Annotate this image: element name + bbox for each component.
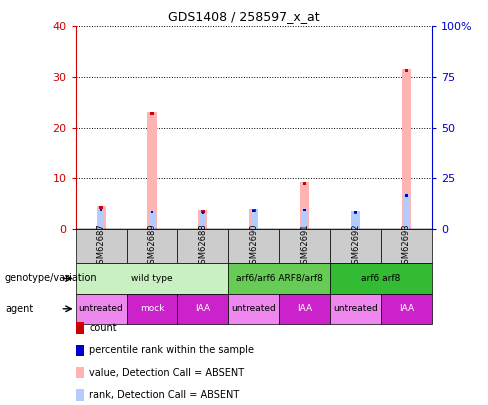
Bar	[228, 263, 330, 294]
Bar	[354, 211, 357, 213]
Bar	[252, 210, 255, 212]
Bar	[98, 209, 104, 229]
Bar	[251, 210, 257, 229]
Text: IAA: IAA	[195, 304, 210, 313]
Text: count: count	[89, 323, 117, 333]
Bar	[150, 112, 154, 115]
Text: GSM62690: GSM62690	[249, 223, 258, 269]
Bar	[330, 263, 432, 294]
Text: agent: agent	[5, 304, 33, 314]
Bar	[351, 211, 360, 229]
Bar	[99, 206, 103, 209]
Bar	[228, 294, 279, 324]
Text: wild type: wild type	[131, 274, 173, 283]
Text: GSM62691: GSM62691	[300, 223, 309, 269]
Bar	[405, 194, 407, 197]
Bar	[302, 209, 308, 229]
Text: untreated: untreated	[333, 304, 378, 313]
Text: GSM62688: GSM62688	[198, 223, 207, 269]
Text: percentile rank within the sample: percentile rank within the sample	[89, 345, 254, 355]
Text: rank, Detection Call = ABSENT: rank, Detection Call = ABSENT	[89, 390, 240, 400]
Bar	[354, 211, 357, 214]
Bar	[149, 211, 155, 229]
Text: GSM62693: GSM62693	[402, 223, 411, 269]
Bar	[97, 206, 106, 229]
Bar	[178, 294, 228, 324]
Text: IAA: IAA	[297, 304, 312, 313]
Text: GDS1408 / 258597_x_at: GDS1408 / 258597_x_at	[168, 10, 320, 23]
Bar	[352, 211, 359, 229]
Text: arf6 arf8: arf6 arf8	[361, 274, 401, 283]
Bar	[198, 210, 207, 229]
Bar	[279, 229, 330, 263]
Bar	[303, 182, 306, 185]
Bar	[126, 229, 178, 263]
Bar	[202, 211, 204, 214]
Bar	[381, 294, 432, 324]
Bar	[304, 209, 306, 211]
Bar	[151, 211, 153, 213]
Bar	[381, 229, 432, 263]
Bar	[178, 229, 228, 263]
Bar	[252, 209, 256, 212]
Text: GSM62687: GSM62687	[97, 223, 105, 269]
Bar	[76, 263, 228, 294]
Bar	[249, 209, 258, 229]
Bar	[100, 209, 102, 211]
Bar	[404, 194, 409, 229]
Text: mock: mock	[140, 304, 164, 313]
Bar	[405, 69, 408, 72]
Text: IAA: IAA	[399, 304, 414, 313]
Bar	[402, 69, 411, 229]
Bar	[201, 210, 204, 213]
Bar	[126, 294, 178, 324]
Text: untreated: untreated	[231, 304, 276, 313]
Text: value, Detection Call = ABSENT: value, Detection Call = ABSENT	[89, 368, 244, 377]
Bar	[228, 229, 279, 263]
Text: genotype/variation: genotype/variation	[5, 273, 98, 283]
Bar	[300, 182, 309, 229]
Bar	[76, 294, 126, 324]
Bar	[330, 229, 381, 263]
Bar	[76, 229, 126, 263]
Text: GSM62692: GSM62692	[351, 223, 360, 269]
Text: GSM62689: GSM62689	[147, 223, 157, 269]
Bar	[330, 294, 381, 324]
Text: untreated: untreated	[79, 304, 123, 313]
Bar	[200, 211, 206, 229]
Text: arf6/arf6 ARF8/arf8: arf6/arf6 ARF8/arf8	[236, 274, 323, 283]
Bar	[147, 112, 157, 229]
Bar	[279, 294, 330, 324]
